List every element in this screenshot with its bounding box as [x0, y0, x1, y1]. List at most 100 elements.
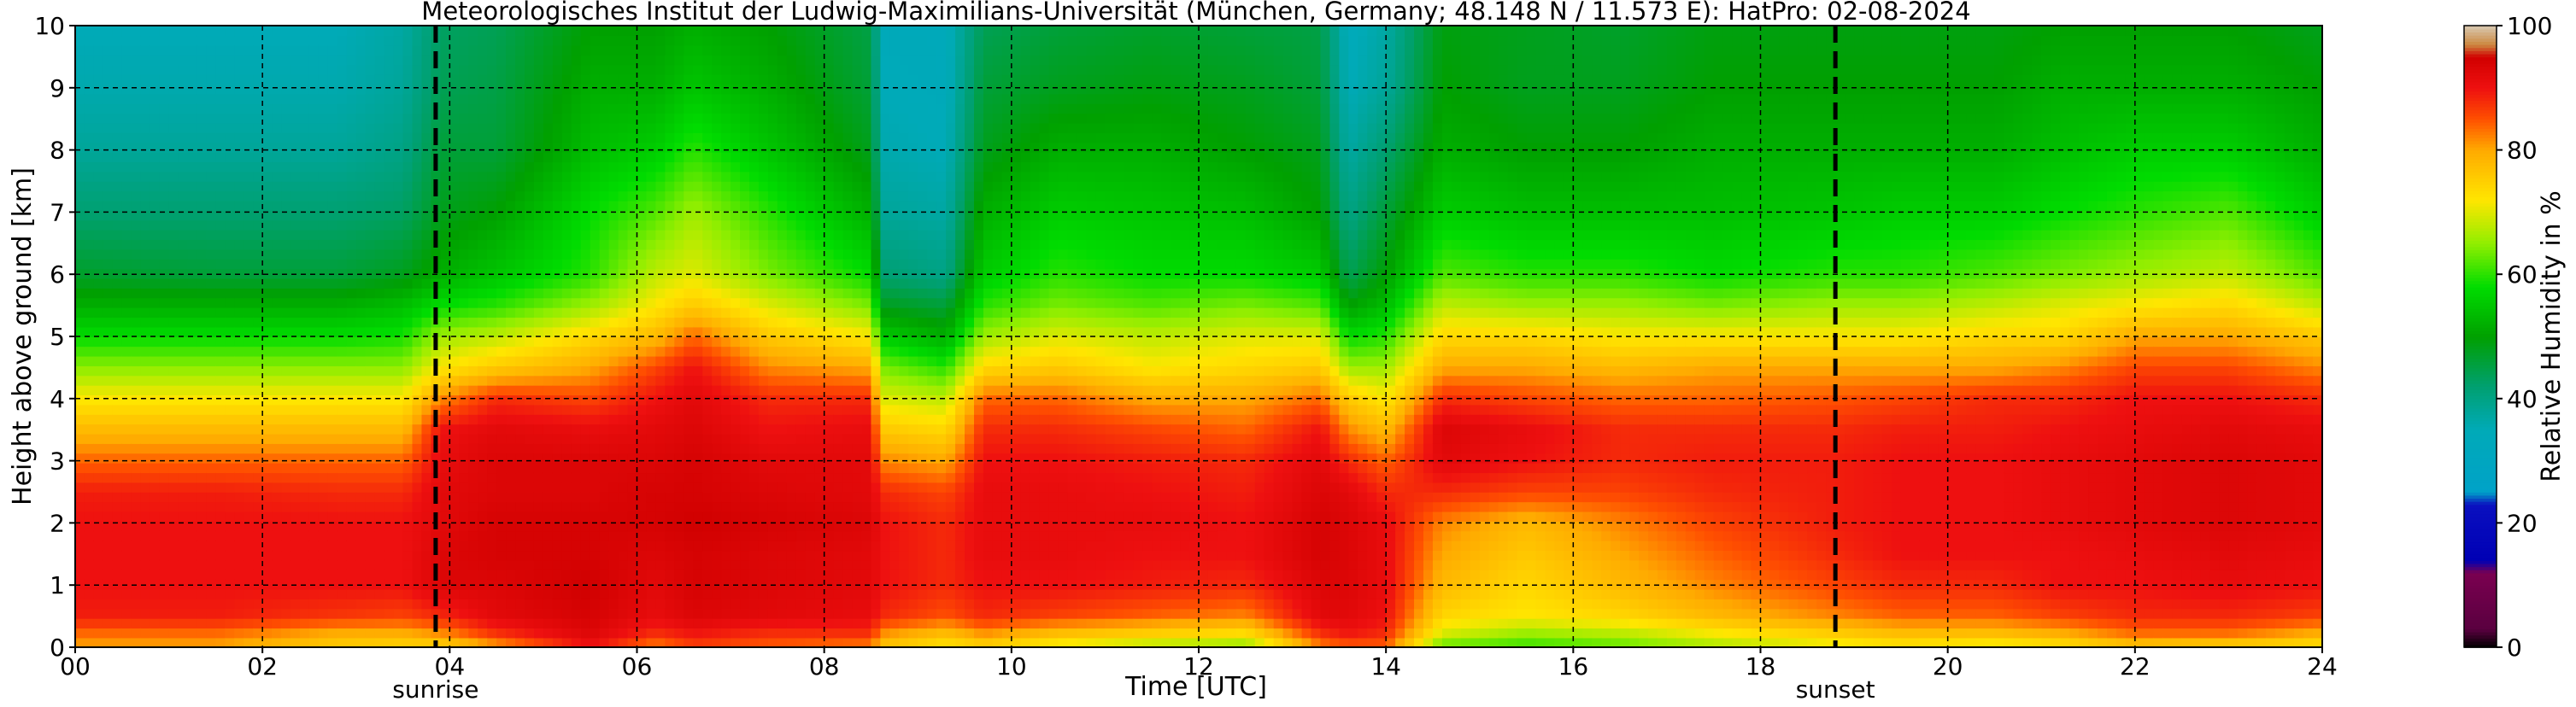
- heatmap-cell: [402, 384, 414, 396]
- heatmap-cell: [515, 219, 525, 231]
- heatmap-cell: [421, 142, 432, 153]
- heatmap-cell: [346, 550, 357, 561]
- heatmap-cell: [552, 472, 563, 483]
- heatmap-cell: [506, 200, 516, 211]
- heatmap-cell: [646, 521, 657, 532]
- heatmap-cell: [402, 492, 414, 503]
- heatmap-cell: [487, 599, 497, 610]
- heatmap-cell: [150, 424, 161, 435]
- heatmap-cell: [552, 44, 563, 56]
- heatmap-cell: [244, 530, 255, 541]
- heatmap-cell: [281, 501, 291, 512]
- heatmap-cell: [253, 122, 263, 133]
- heatmap-cell: [365, 200, 376, 211]
- heatmap-cell: [571, 462, 582, 474]
- heatmap-cell: [449, 511, 461, 522]
- heatmap-cell: [178, 336, 189, 348]
- heatmap-cell: [749, 84, 760, 95]
- heatmap-cell: [262, 414, 273, 425]
- heatmap-cell: [150, 462, 161, 474]
- heatmap-cell: [215, 142, 226, 153]
- heatmap-cell: [646, 453, 657, 464]
- heatmap-cell: [618, 394, 629, 406]
- heatmap-cell: [365, 103, 376, 114]
- heatmap-cell: [618, 559, 629, 570]
- heatmap-cell: [571, 132, 582, 143]
- heatmap-cell: [740, 404, 750, 415]
- heatmap-cell: [693, 307, 704, 318]
- heatmap-cell: [721, 414, 731, 425]
- heatmap-cell: [431, 171, 442, 182]
- heatmap-cell: [290, 530, 301, 541]
- heatmap-cell: [665, 599, 676, 610]
- heatmap-cell: [721, 628, 731, 639]
- heatmap-cell: [496, 239, 507, 250]
- heatmap-cell: [384, 570, 395, 581]
- heatmap-cell: [552, 259, 563, 270]
- heatmap-cell: [749, 132, 760, 143]
- heatmap-cell: [187, 394, 198, 406]
- heatmap-cell: [487, 550, 497, 561]
- heatmap-cell: [749, 355, 760, 366]
- heatmap-cell: [712, 181, 722, 192]
- heatmap-cell: [234, 326, 245, 337]
- heatmap-cell: [431, 628, 442, 639]
- heatmap-cell: [346, 122, 357, 133]
- heatmap-cell: [740, 297, 750, 308]
- heatmap-cell: [478, 637, 488, 647]
- heatmap-cell: [253, 530, 263, 541]
- heatmap-cell: [393, 424, 404, 435]
- heatmap-cell: [234, 511, 245, 522]
- heatmap-cell: [121, 171, 132, 182]
- heatmap-cell: [187, 181, 198, 192]
- heatmap-cell: [646, 190, 657, 202]
- heatmap-cell: [702, 404, 713, 415]
- heatmap-cell: [646, 248, 657, 260]
- heatmap-cell: [693, 521, 704, 532]
- heatmap-cell: [168, 617, 179, 629]
- heatmap-cell: [131, 443, 142, 454]
- heatmap-cell: [262, 375, 273, 386]
- heatmap-cell: [355, 336, 367, 348]
- heatmap-cell: [580, 161, 591, 172]
- heatmap-cell: [533, 278, 544, 289]
- heatmap-cell: [84, 521, 95, 532]
- heatmap-cell: [337, 35, 348, 46]
- heatmap-cell: [777, 142, 788, 153]
- heatmap-cell: [590, 559, 601, 570]
- heatmap-cell: [374, 151, 385, 163]
- heatmap-cell: [608, 394, 619, 406]
- heatmap-cell: [178, 113, 189, 124]
- heatmap-cell: [561, 326, 572, 337]
- heatmap-cell: [281, 433, 291, 444]
- heatmap-cell: [197, 472, 208, 483]
- heatmap-cell: [459, 570, 470, 581]
- heatmap-cell: [712, 26, 722, 37]
- heatmap-cell: [412, 210, 423, 221]
- heatmap-cell: [702, 346, 713, 357]
- heatmap-cell: [655, 297, 666, 308]
- heatmap-cell: [159, 628, 170, 639]
- heatmap-cell: [121, 617, 132, 629]
- heatmap-cell: [393, 35, 404, 46]
- heatmap-cell: [702, 472, 713, 483]
- heatmap-cell: [384, 326, 395, 337]
- heatmap-cell: [637, 384, 648, 396]
- heatmap-cell: [571, 365, 582, 377]
- heatmap-cell: [206, 433, 217, 444]
- heatmap-cell: [168, 414, 179, 425]
- heatmap-cell: [702, 608, 713, 619]
- heatmap-cell: [758, 219, 769, 231]
- heatmap-cell: [571, 501, 582, 512]
- heatmap-cell: [402, 161, 414, 172]
- heatmap-cell: [580, 26, 591, 37]
- heatmap-cell: [637, 73, 648, 85]
- heatmap-cell: [290, 482, 301, 493]
- heatmap-cell: [767, 394, 778, 406]
- heatmap-cell: [318, 181, 329, 192]
- heatmap-cell: [478, 375, 488, 386]
- heatmap-cell: [206, 171, 217, 182]
- heatmap-cell: [225, 394, 236, 406]
- heatmap-cell: [159, 482, 170, 493]
- heatmap-cell: [506, 628, 516, 639]
